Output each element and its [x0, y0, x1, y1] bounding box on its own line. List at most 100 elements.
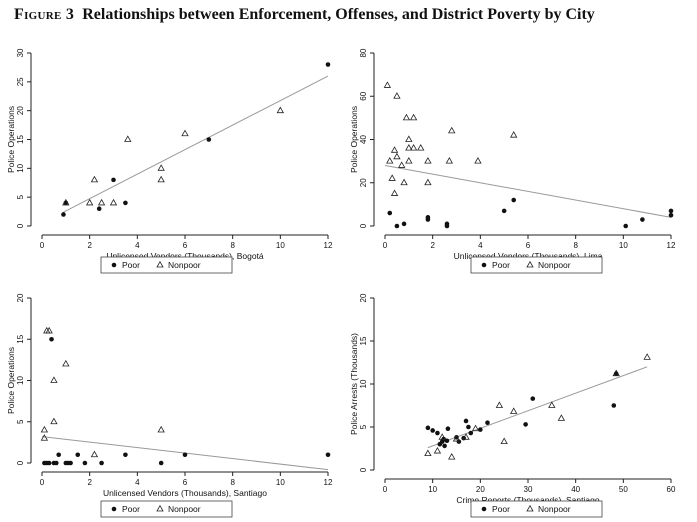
legend: Poor Nonpoor [470, 500, 603, 518]
x-tick-label: 60 [667, 485, 676, 494]
poor-point [430, 428, 435, 433]
chart-panel-3: 0 2 4 6 8 10 12 Unlicensed Vendors (Thousands),… [6, 293, 333, 518]
poor-point [530, 396, 536, 401]
nonpoor-point [557, 414, 566, 421]
nonpoor-point [393, 92, 401, 99]
x-tick-label: 2 [87, 478, 92, 487]
y-tick-label: 40 [359, 135, 368, 144]
legend-nonpoor-marker [526, 504, 534, 512]
y-tick-label: 10 [16, 376, 25, 385]
nonpoor-point [433, 446, 442, 454]
x-tick-label: 50 [619, 485, 628, 494]
poor-point [623, 223, 629, 229]
legend-box [100, 500, 233, 518]
x-tick-label: 0 [383, 485, 388, 494]
y-tick-label: 15 [359, 336, 368, 345]
nonpoor-point [405, 157, 413, 164]
nonpoor-point [405, 144, 413, 151]
poor-point [425, 425, 431, 431]
x-tick-label: 6 [183, 241, 188, 250]
y-axis-label: Police Arrests (Thousands) [349, 333, 359, 435]
poor-point [111, 177, 116, 183]
nonpoor-point [495, 401, 504, 408]
nonpoor-point [390, 146, 399, 153]
nonpoor-point [510, 131, 518, 138]
y-tick-label: 20 [16, 293, 25, 302]
nonpoor-point [390, 189, 399, 196]
x-tick-label: 8 [230, 478, 235, 487]
legend-poor-marker [111, 262, 117, 268]
nonpoor-point [157, 164, 165, 171]
y-tick-label: 5 [16, 419, 25, 424]
poor-point [206, 137, 212, 142]
x-tick-label: 10 [619, 241, 628, 250]
nonpoor-point [90, 175, 99, 183]
nonpoor-point [474, 157, 482, 164]
poor-point [463, 418, 469, 424]
y-tick-label: 30 [16, 48, 25, 57]
y-tick-label: 5 [16, 194, 25, 199]
nonpoor-point [424, 157, 432, 164]
x-tick-label: 12 [324, 478, 333, 487]
nonpoor-point [393, 152, 401, 160]
nonpoor-point [402, 113, 411, 121]
y-tick-label: 60 [359, 91, 368, 100]
poor-point [75, 452, 81, 458]
y-tick-label: 0 [16, 460, 25, 465]
nonpoor-point [62, 359, 70, 367]
legend: Poor Nonpoor [100, 500, 233, 518]
x-tick-label: 6 [183, 478, 188, 487]
legend-poor-label: Poor [492, 260, 510, 270]
nonpoor-point [409, 113, 418, 121]
legend-poor-label: Poor [122, 260, 140, 270]
x-tick-label: 6 [526, 241, 531, 250]
legend-nonpoor-label: Nonpoor [538, 504, 571, 514]
y-tick-label: 80 [359, 48, 368, 57]
x-tick-label: 4 [135, 241, 140, 250]
figure-title: Figure 3 Relationships between Enforceme… [14, 6, 595, 24]
fit-line [384, 164, 672, 218]
nonpoor-point [417, 144, 425, 151]
legend: Poor Nonpoor [100, 256, 233, 274]
poor-point [501, 208, 507, 214]
poor-point [123, 200, 128, 206]
figure-title-text: Relationships between Enforcement, Offen… [82, 6, 595, 23]
legend-nonpoor-marker [156, 504, 164, 512]
poor-point [511, 197, 516, 203]
nonpoor-point [448, 452, 456, 460]
nonpoor-point [438, 433, 446, 440]
legend-box [470, 500, 603, 518]
nonpoor-point [643, 353, 651, 360]
poor-point [640, 217, 645, 222]
legend-poor-marker [481, 506, 487, 512]
poor-point [387, 210, 393, 216]
poor-point [394, 223, 400, 229]
legend-poor-marker [481, 262, 487, 268]
x-tick-label: 20 [476, 485, 485, 494]
nonpoor-point [62, 198, 70, 206]
poor-point [668, 212, 674, 218]
x-axis-label: Crime Reports (Thousands), Santiago [456, 495, 599, 505]
chart-panel-1: 0 2 4 6 8 10 12 Unlicensed Vendors (Thousands),… [6, 48, 333, 274]
nonpoor-point [124, 135, 132, 142]
nonpoor-point [500, 437, 508, 445]
nonpoor-point [90, 450, 99, 458]
fit-line [427, 366, 648, 449]
nonpoor-point [157, 175, 165, 183]
legend-nonpoor-marker [526, 260, 534, 268]
y-tick-label: 15 [16, 135, 25, 144]
legend-box [470, 256, 603, 274]
nonpoor-point [181, 129, 189, 137]
y-axis-label: Police Operations [6, 106, 16, 173]
legend-poor-label: Poor [492, 504, 510, 514]
nonpoor-point [276, 106, 285, 114]
x-axis-label: Unlicensed Vendors (Thousands), Lima [454, 251, 603, 261]
poor-point [123, 452, 128, 458]
poor-point [49, 336, 54, 342]
x-tick-label: 10 [428, 485, 437, 494]
nonpoor-point [400, 178, 408, 186]
y-tick-label: 10 [359, 379, 368, 388]
x-axis-label: Unlicensed Vendors (Thousands), Santiago [103, 488, 267, 498]
y-tick-label: 5 [359, 424, 368, 429]
x-tick-label: 4 [135, 478, 140, 487]
